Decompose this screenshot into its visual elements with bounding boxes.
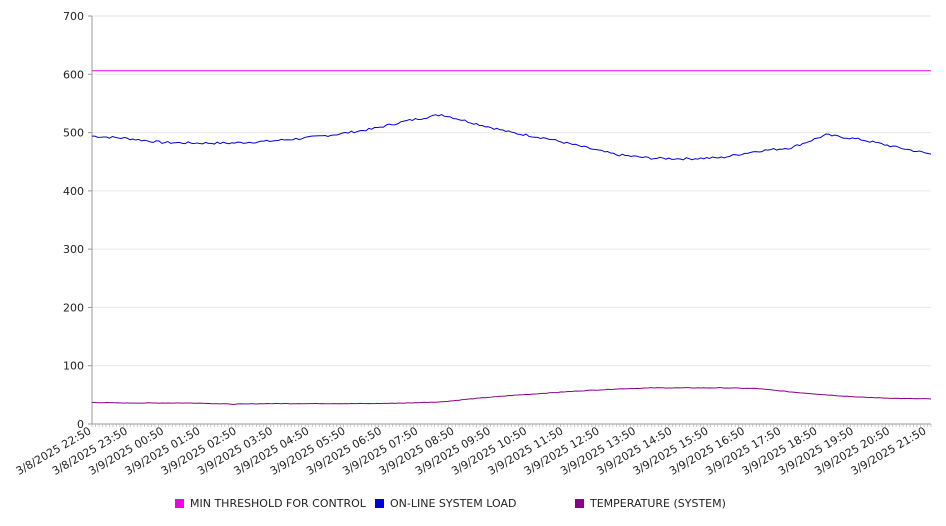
y-axis: 0 100 200 300 400 500 600 700 bbox=[63, 10, 93, 431]
y-tick-label: 200 bbox=[63, 301, 84, 314]
series-lines bbox=[91, 70, 932, 405]
legend-item-system-load[interactable]: ON-LINE SYSTEM LOAD bbox=[375, 497, 516, 510]
legend: MIN THRESHOLD FOR CONTROL ON-LINE SYSTEM… bbox=[0, 497, 946, 515]
legend-label-temperature: TEMPERATURE (SYSTEM) bbox=[590, 497, 726, 510]
series-line-system-load bbox=[91, 113, 932, 161]
grid-lines bbox=[92, 15, 931, 367]
y-tick-label: 400 bbox=[63, 185, 84, 198]
series-line-temperature bbox=[91, 387, 932, 405]
legend-swatch-threshold bbox=[175, 499, 184, 508]
legend-label-threshold: MIN THRESHOLD FOR CONTROL bbox=[190, 497, 366, 510]
line-chart: 0 100 200 300 400 500 600 700 3/8/2025 22:503/8… bbox=[14, 10, 932, 478]
legend-item-temperature[interactable]: TEMPERATURE (SYSTEM) bbox=[575, 497, 726, 510]
y-tick-label: 600 bbox=[63, 68, 84, 81]
y-tick-label: 100 bbox=[63, 360, 84, 373]
legend-swatch-system-load bbox=[375, 499, 384, 508]
legend-swatch-temperature bbox=[575, 499, 584, 508]
legend-item-threshold[interactable]: MIN THRESHOLD FOR CONTROL bbox=[175, 497, 366, 510]
y-tick-label: 300 bbox=[63, 243, 84, 256]
y-tick-label: 0 bbox=[77, 418, 84, 431]
x-axis: 3/8/2025 22:503/8/2025 23:503/9/2025 00:… bbox=[14, 423, 932, 478]
y-tick-label: 500 bbox=[63, 127, 84, 140]
y-tick-label: 700 bbox=[63, 10, 84, 23]
legend-label-system-load: ON-LINE SYSTEM LOAD bbox=[390, 497, 517, 510]
